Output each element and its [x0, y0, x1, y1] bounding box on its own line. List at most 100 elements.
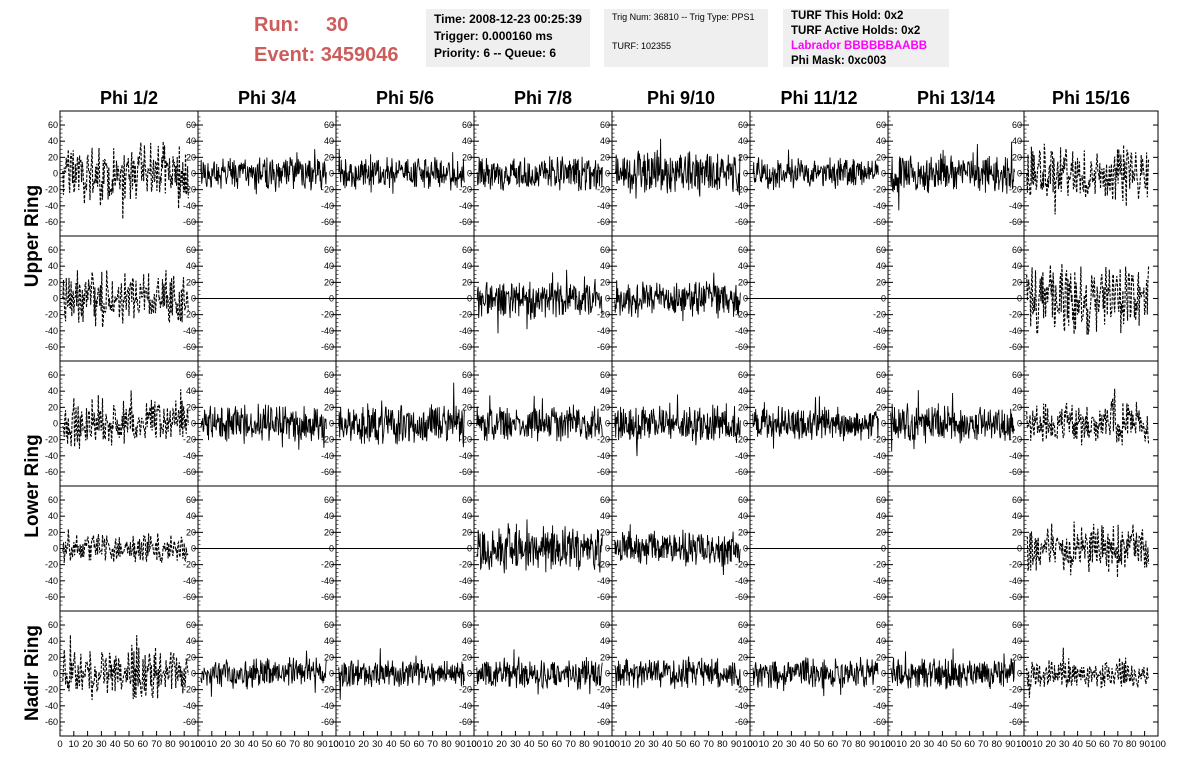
x-tick-label: 40 [248, 739, 259, 750]
y-tick-label: -40 [1009, 576, 1022, 586]
x-tick-label: 0 [471, 739, 476, 750]
y-tick-label: 60 [600, 620, 610, 630]
y-tick-label: 0 [605, 294, 610, 304]
y-tick-label: 60 [738, 370, 748, 380]
y-tick-label: 40 [738, 511, 748, 521]
y-tick-label: -20 [735, 310, 748, 320]
waveform-solid [476, 156, 603, 192]
panel-r3-c5: -60 -40 -20 0 20 40 60 [597, 360, 751, 487]
y-tick-label: 20 [462, 277, 472, 287]
y-tick-label: -20 [735, 435, 748, 445]
x-tick-label: 20 [634, 739, 645, 750]
waveform-dashed [1026, 388, 1150, 446]
x-tick-label: 90 [593, 739, 604, 750]
y-tick-label: 60 [600, 370, 610, 380]
event-value: 3459046 [320, 44, 399, 66]
y-tick-label: 20 [1012, 152, 1022, 162]
panel-r1-c6: -60 -40 -20 0 20 40 60 [735, 110, 889, 237]
y-tick-label: 40 [738, 261, 748, 271]
y-tick-label: 0 [1017, 669, 1022, 679]
y-tick-label: 20 [600, 402, 610, 412]
x-tick-label: 80 [579, 739, 590, 750]
panel-r2-c1: -60 -40 -20 0 20 40 60 [45, 235, 199, 362]
y-tick-label: -40 [45, 576, 58, 586]
y-tick-label: 0 [881, 294, 886, 304]
waveform-solid [200, 650, 327, 697]
y-tick-label: 40 [738, 136, 748, 146]
x-tick-label: 30 [96, 739, 107, 750]
panel-r1-c5: -60 -40 -20 0 20 40 60 [597, 110, 751, 237]
y-tick-label: 40 [462, 261, 472, 271]
x-tick-label: 70 [289, 739, 300, 750]
x-tick-label: 10 [69, 739, 80, 750]
x-tick-label: 70 [151, 739, 162, 750]
panel-r1-c1: -60 -40 -20 0 20 40 60 [45, 110, 199, 237]
y-tick-label: -40 [873, 201, 886, 211]
waveform-solid [476, 649, 603, 695]
y-tick-label: -60 [45, 592, 58, 602]
y-tick-label: -60 [45, 342, 58, 352]
x-tick-label: 0 [195, 739, 200, 750]
y-tick-label: 0 [881, 544, 886, 554]
y-tick-label: 40 [1012, 261, 1022, 271]
y-tick-label: 20 [462, 402, 472, 412]
y-tick-label: 20 [600, 277, 610, 287]
turf-text: TURF: 102355 [612, 41, 672, 51]
x-tick-label: 60 [1099, 739, 1110, 750]
y-tick-label: 40 [738, 636, 748, 646]
y-tick-label: 0 [467, 419, 472, 429]
x-tick-label: 80 [441, 739, 452, 750]
y-tick-label: -20 [597, 310, 610, 320]
x-tick-label: 10 [896, 739, 907, 750]
y-tick-label: -20 [597, 435, 610, 445]
y-tick-label: -40 [183, 451, 196, 461]
panel-r4-c6: -60 -40 -20 0 20 40 60 [735, 485, 889, 612]
y-tick-label: -20 [45, 185, 58, 195]
y-tick-label: -40 [735, 451, 748, 461]
y-tick-label: 20 [738, 652, 748, 662]
y-tick-label: 20 [462, 652, 472, 662]
y-tick-label: 0 [191, 294, 196, 304]
y-tick-label: 20 [600, 152, 610, 162]
y-tick-label: 60 [738, 245, 748, 255]
y-tick-label: -40 [45, 201, 58, 211]
y-tick-label: 0 [605, 544, 610, 554]
y-tick-label: -60 [321, 217, 334, 227]
x-tick-label: 80 [992, 739, 1003, 750]
y-tick-label: -20 [45, 310, 58, 320]
x-tick-label: 50 [262, 739, 273, 750]
y-tick-label: -60 [735, 717, 748, 727]
y-tick-label: -40 [873, 701, 886, 711]
panel-r3-c1: -60 -40 -20 0 20 40 60 [45, 360, 199, 487]
y-tick-label: -60 [321, 467, 334, 477]
y-tick-label: -40 [735, 701, 748, 711]
x-tick-label: 30 [234, 739, 245, 750]
x-tick-label: 100 [1150, 739, 1166, 750]
run-label: Run: [254, 14, 300, 36]
x-tick-label: 40 [386, 739, 397, 750]
y-tick-label: 0 [1017, 169, 1022, 179]
x-tick-label: 30 [510, 739, 521, 750]
y-tick-label: -60 [459, 467, 472, 477]
x-tick-label: 90 [869, 739, 880, 750]
y-tick-label: 0 [743, 669, 748, 679]
y-tick-label: -60 [1009, 217, 1022, 227]
y-tick-label: -40 [459, 451, 472, 461]
y-tick-label: -20 [459, 310, 472, 320]
y-tick-label: 40 [186, 636, 196, 646]
waveform-dashed [62, 270, 189, 328]
y-tick-label: 60 [462, 245, 472, 255]
y-tick-label: -20 [1009, 185, 1022, 195]
waveform-solid [200, 149, 327, 195]
y-tick-label: 0 [191, 169, 196, 179]
event-label: Event: [254, 44, 316, 66]
y-tick-label: -60 [873, 717, 886, 727]
x-tick-label: 60 [276, 739, 287, 750]
waveform-solid [476, 519, 603, 574]
y-tick-label: 40 [48, 386, 58, 396]
waveform-solid [614, 656, 741, 689]
panel-r4-c1: -60 -40 -20 0 20 40 60 [45, 485, 199, 612]
x-tick-label: 50 [676, 739, 687, 750]
